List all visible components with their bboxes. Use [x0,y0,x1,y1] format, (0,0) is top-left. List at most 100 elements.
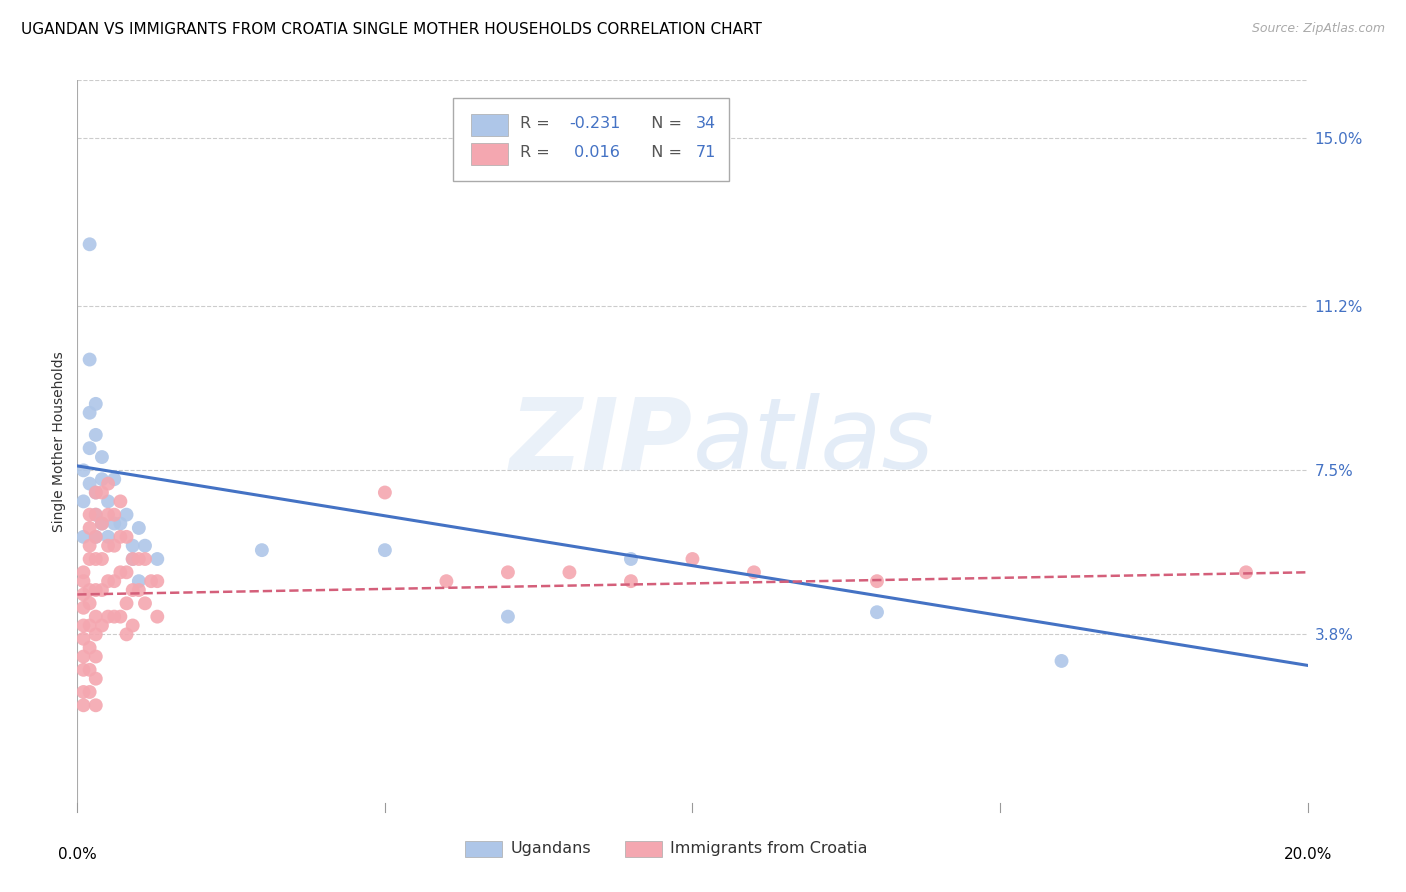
Point [79,552,101,566]
Point [84,582,107,597]
Point [72,618,94,632]
Point [134,596,156,610]
Point [72,649,94,664]
Point [103,508,125,522]
Point [115,596,138,610]
Point [374,485,396,500]
Point [128,582,150,597]
Point [79,640,101,655]
Text: -0.231: -0.231 [569,116,621,131]
Point [79,237,101,252]
Point [84,485,107,500]
Point [79,618,101,632]
Point [121,552,143,566]
Text: 20.0%: 20.0% [1284,847,1331,863]
Point [146,552,169,566]
Text: 34: 34 [696,116,716,131]
Point [620,552,643,566]
Point [558,566,581,580]
Point [97,476,120,491]
Point [103,609,125,624]
Point [84,609,107,624]
Point [250,543,273,558]
Point [90,516,114,531]
Point [110,494,132,508]
Point [90,516,114,531]
Bar [471,143,508,165]
Point [84,397,107,411]
Point [84,508,107,522]
Text: 0.0%: 0.0% [58,847,97,863]
Point [866,574,889,589]
Point [110,530,132,544]
Point [121,552,143,566]
Bar [471,114,508,136]
Point [110,566,132,580]
Point [128,574,150,589]
Point [115,566,138,580]
Point [115,627,138,641]
Point [72,494,94,508]
Point [84,508,107,522]
Point [146,609,169,624]
Point [121,582,143,597]
Point [84,530,107,544]
Point [121,618,143,632]
Point [72,463,94,477]
Point [79,476,101,491]
Point [79,582,101,597]
Point [72,587,94,601]
Point [72,600,94,615]
Point [84,552,107,566]
Point [72,530,94,544]
Point [103,516,125,531]
Point [97,494,120,508]
Point [620,574,643,589]
Point [79,508,101,522]
Point [72,632,94,646]
Point [84,649,107,664]
Text: Immigrants from Croatia: Immigrants from Croatia [671,841,868,855]
Point [72,663,94,677]
Text: R =: R = [520,116,555,131]
Point [97,508,120,522]
Point [110,516,132,531]
Point [79,352,101,367]
Point [97,530,120,544]
Point [682,552,704,566]
Text: Source: ZipAtlas.com: Source: ZipAtlas.com [1251,22,1385,36]
Point [146,574,169,589]
Point [110,609,132,624]
Point [103,574,125,589]
Point [84,485,107,500]
Text: N =: N = [641,145,688,160]
Point [90,472,114,486]
Point [496,609,519,624]
Bar [624,841,662,857]
Text: R =: R = [520,145,555,160]
FancyBboxPatch shape [453,98,730,181]
Point [121,539,143,553]
Point [97,609,120,624]
Point [84,428,107,442]
Point [90,485,114,500]
Point [97,574,120,589]
Point [103,472,125,486]
Text: UGANDAN VS IMMIGRANTS FROM CROATIA SINGLE MOTHER HOUSEHOLDS CORRELATION CHART: UGANDAN VS IMMIGRANTS FROM CROATIA SINGL… [21,22,762,37]
Point [97,539,120,553]
Point [134,552,156,566]
Point [128,552,150,566]
Text: atlas: atlas [693,393,934,490]
Text: ZIP: ZIP [509,393,693,490]
Text: Ugandans: Ugandans [510,841,591,855]
Point [84,672,107,686]
Text: N =: N = [641,116,688,131]
Point [79,521,101,535]
Point [72,566,94,580]
Point [90,450,114,464]
Point [374,543,396,558]
Point [115,530,138,544]
Point [1050,654,1073,668]
Y-axis label: Single Mother Households: Single Mother Households [52,351,66,532]
Point [84,698,107,713]
